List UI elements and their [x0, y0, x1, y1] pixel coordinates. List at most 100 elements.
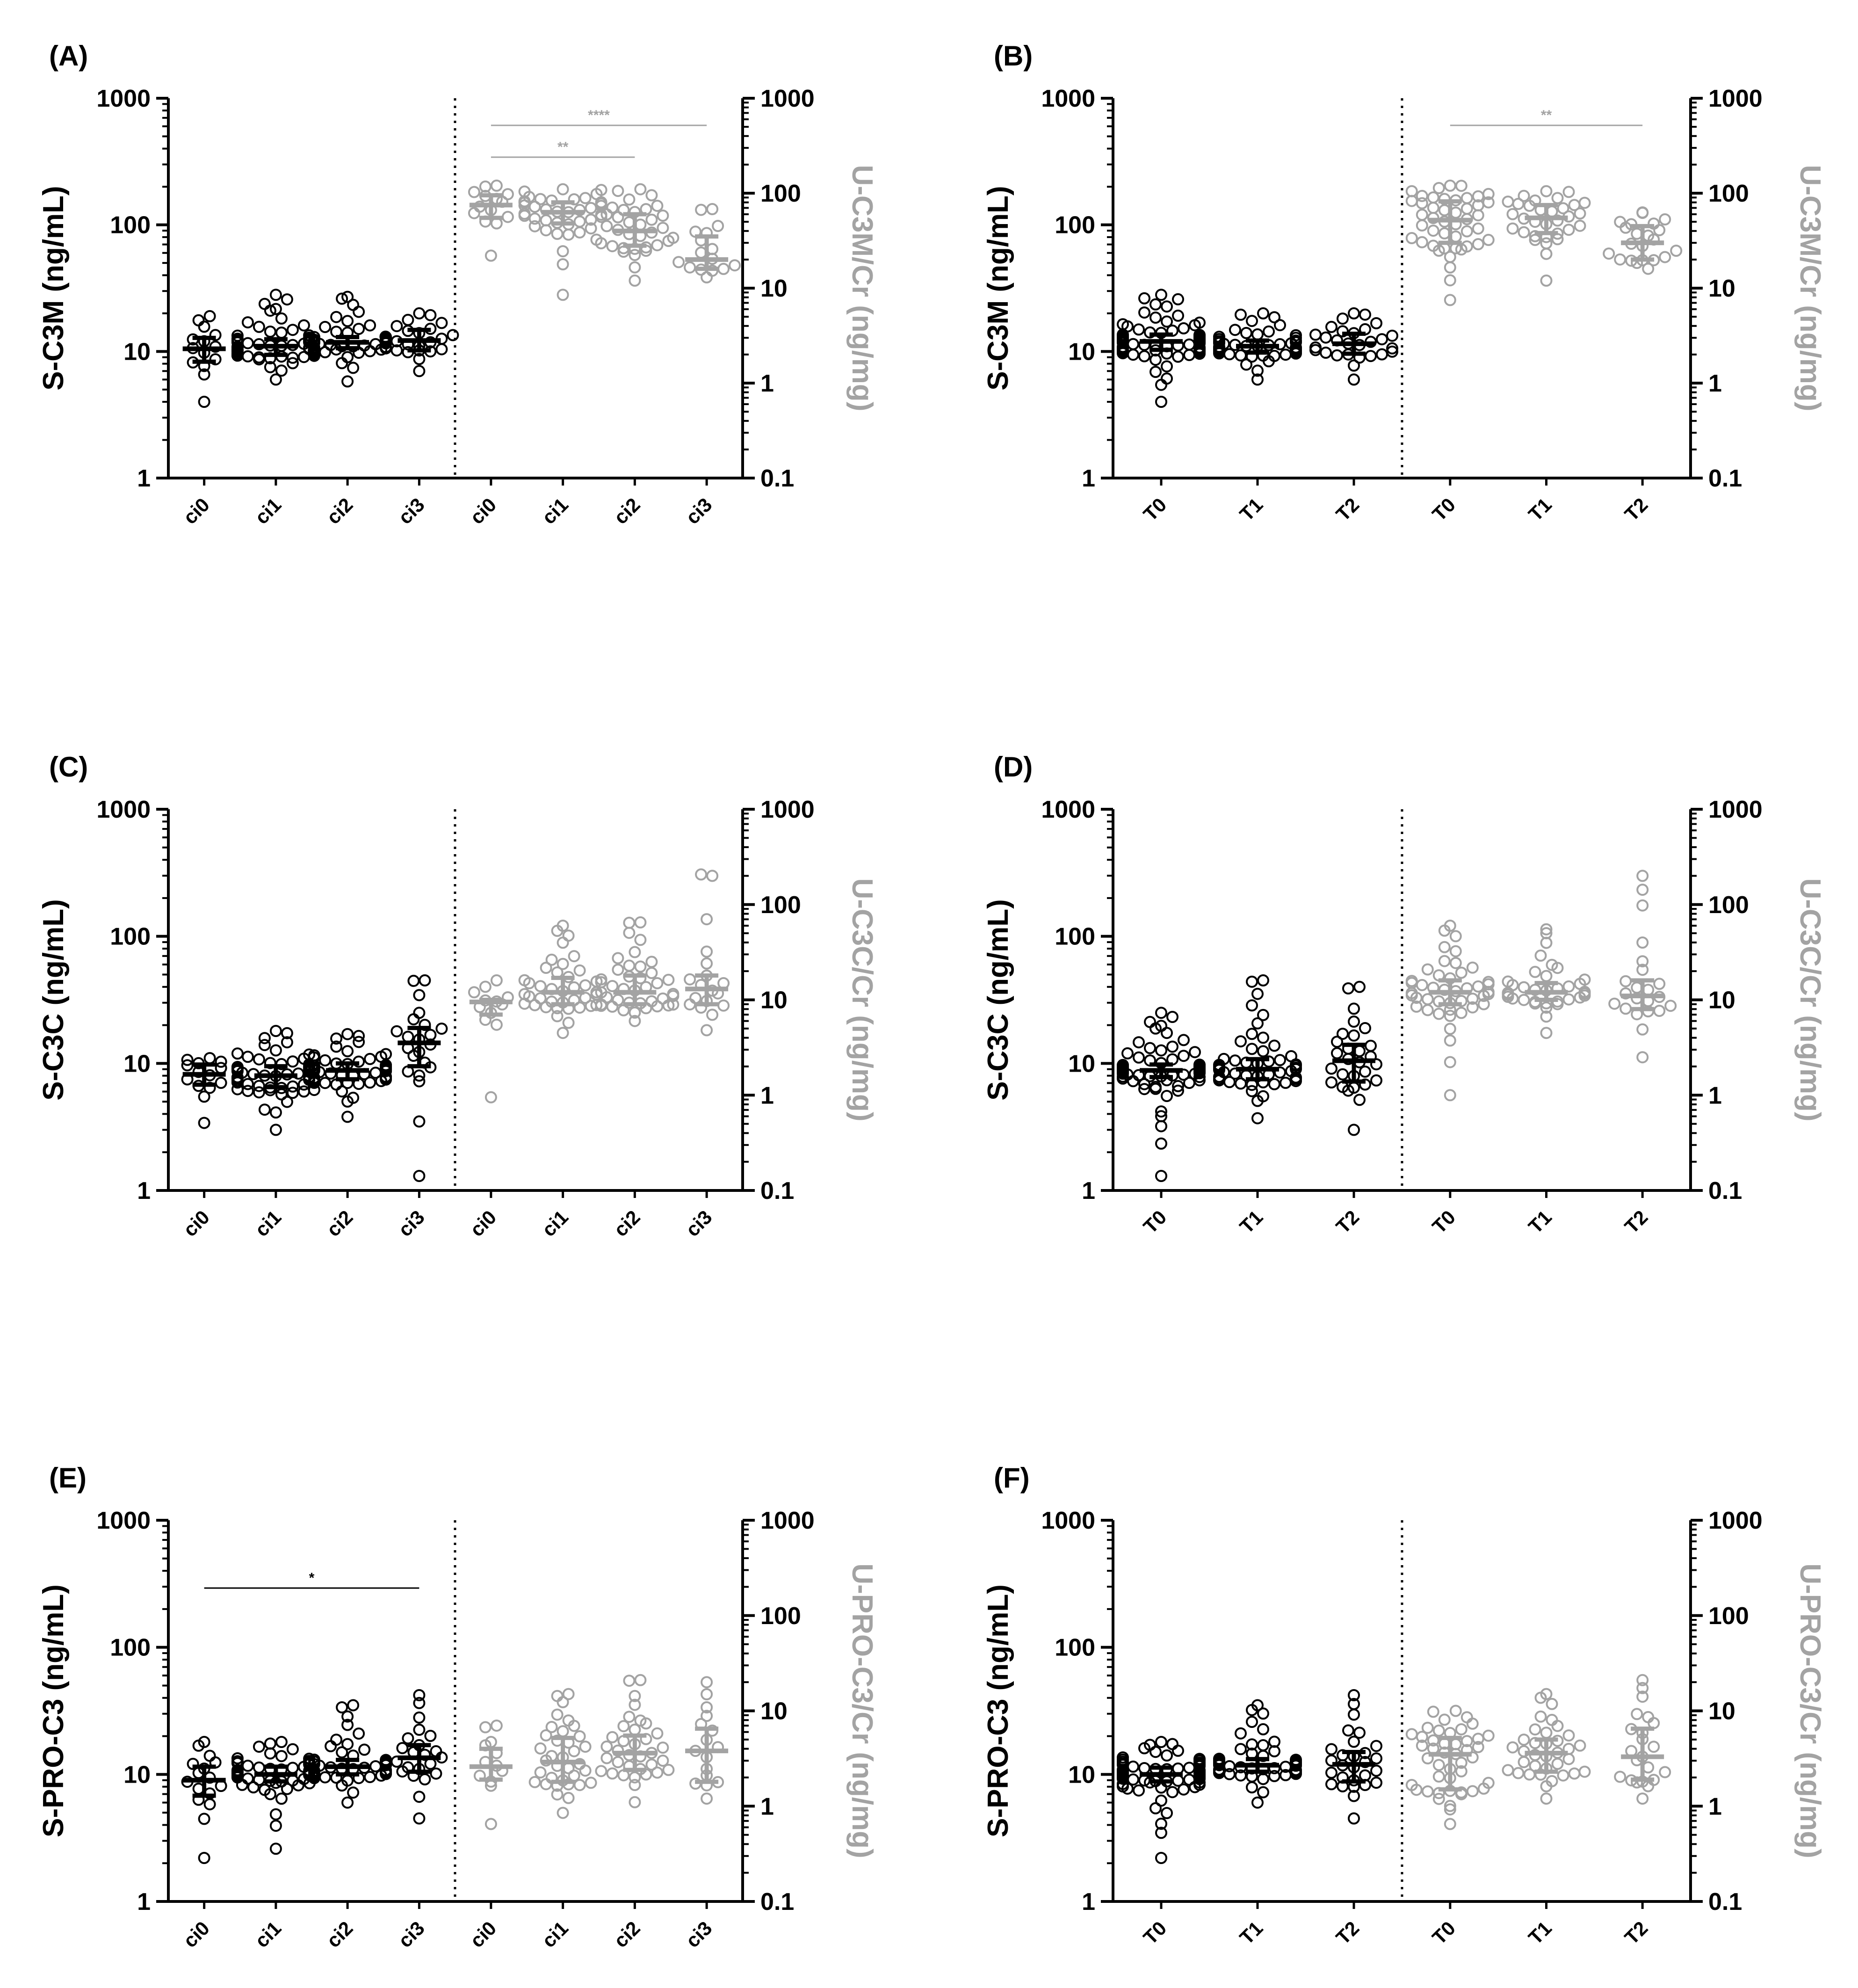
- data-point: [281, 1783, 293, 1795]
- data-point: [1438, 924, 1451, 937]
- data-point: [1251, 373, 1264, 386]
- data-point: [579, 992, 592, 1004]
- data-point: [1482, 188, 1495, 200]
- urine-group-T1: [1502, 1688, 1591, 1805]
- data-point: [634, 960, 647, 973]
- data-point: [1376, 333, 1388, 346]
- data-point: [1444, 251, 1456, 263]
- data-point: [1133, 1051, 1145, 1064]
- data-point: [557, 958, 569, 970]
- data-point: [1365, 350, 1377, 363]
- data-point: [518, 997, 531, 1010]
- data-point: [1502, 975, 1514, 988]
- data-point: [557, 1725, 569, 1738]
- data-point: [701, 271, 713, 283]
- data-point: [1466, 1785, 1479, 1798]
- urine-group-ci1: [528, 1688, 597, 1819]
- data-point: [534, 980, 547, 993]
- data-point: [1631, 1776, 1643, 1789]
- significance-label: **: [1541, 108, 1552, 123]
- data-point: [1427, 202, 1439, 214]
- data-point: [264, 305, 276, 317]
- right-tick-label: 10: [760, 275, 788, 302]
- data-point: [347, 1699, 360, 1712]
- data-point: [319, 1077, 332, 1089]
- data-point: [1166, 1738, 1178, 1750]
- data-point: [1421, 963, 1434, 976]
- data-point: [1562, 1753, 1575, 1765]
- data-point: [275, 1792, 288, 1805]
- data-point: [1235, 1035, 1247, 1048]
- data-point: [1578, 1765, 1591, 1778]
- data-point: [413, 1791, 426, 1803]
- data-point: [380, 1764, 392, 1777]
- data-point: [1280, 1076, 1292, 1089]
- data-point: [1161, 1027, 1173, 1039]
- data-point: [1348, 1812, 1360, 1825]
- right-tick-label: 1: [760, 1082, 774, 1109]
- data-point: [1636, 955, 1649, 968]
- data-point: [358, 1743, 371, 1756]
- data-point: [330, 1040, 343, 1053]
- data-point: [1161, 300, 1173, 313]
- data-point: [468, 186, 480, 198]
- data-point: [540, 224, 552, 237]
- data-point: [1472, 222, 1484, 235]
- urine-group-T1: [1502, 185, 1591, 287]
- data-point: [258, 1032, 271, 1045]
- data-point: [490, 974, 503, 987]
- left-tick-label: 1000: [1041, 85, 1095, 112]
- category-label: ci0: [179, 1917, 214, 1952]
- data-point: [1386, 342, 1398, 355]
- data-point: [1502, 987, 1514, 999]
- data-point: [629, 1771, 641, 1784]
- data-point: [1636, 1051, 1649, 1064]
- data-point: [1133, 1036, 1145, 1049]
- data-point: [1518, 1756, 1530, 1768]
- data-point: [1518, 226, 1530, 239]
- data-point: [1320, 347, 1332, 359]
- data-point: [347, 362, 360, 374]
- right-tick-label: 100: [760, 180, 801, 207]
- data-point: [623, 959, 636, 972]
- left-tick-label: 100: [1055, 1634, 1095, 1662]
- data-point: [600, 1740, 613, 1753]
- serum-group-T0: [1117, 289, 1206, 408]
- data-point: [1280, 348, 1292, 361]
- data-point: [1444, 1056, 1456, 1068]
- category-label: ci1: [537, 1917, 572, 1952]
- data-point: [1506, 222, 1519, 235]
- left-tick-label: 1000: [96, 796, 151, 823]
- data-point: [689, 992, 702, 1004]
- data-point: [629, 1796, 641, 1808]
- panel-B: (B) 1 10 100 1000 0.1 1 10 100 1000 S-C3M (ng/mL) U…: [982, 40, 1826, 525]
- data-point: [1337, 312, 1349, 325]
- data-point: [1268, 1745, 1280, 1757]
- data-point: [1359, 1066, 1371, 1078]
- data-point: [1557, 1769, 1569, 1782]
- data-point: [595, 1765, 607, 1778]
- data-point: [341, 290, 354, 303]
- left-tick-label: 1000: [96, 1507, 151, 1534]
- data-point: [701, 957, 713, 970]
- data-point: [573, 226, 586, 239]
- right-tick-label: 1000: [1708, 85, 1763, 112]
- data-point: [281, 1036, 293, 1049]
- data-point: [1193, 1776, 1206, 1789]
- data-point: [1578, 986, 1591, 998]
- category-label: ci3: [394, 1917, 429, 1952]
- data-point: [634, 183, 647, 196]
- data-point: [1257, 1739, 1269, 1751]
- urine-group-ci2: [590, 183, 680, 287]
- data-point: [1240, 326, 1252, 339]
- left-tick-label: 1: [137, 1177, 151, 1204]
- data-point: [1178, 322, 1190, 334]
- data-point: [1631, 1708, 1643, 1720]
- data-point: [629, 1723, 641, 1736]
- left-axis-title: S-PRO-C3 (ng/mL): [982, 1584, 1014, 1837]
- data-point: [1183, 348, 1195, 361]
- data-point: [1246, 1704, 1258, 1716]
- data-point: [390, 344, 403, 357]
- data-point: [1251, 987, 1264, 1000]
- category-label: T0: [1428, 1206, 1460, 1238]
